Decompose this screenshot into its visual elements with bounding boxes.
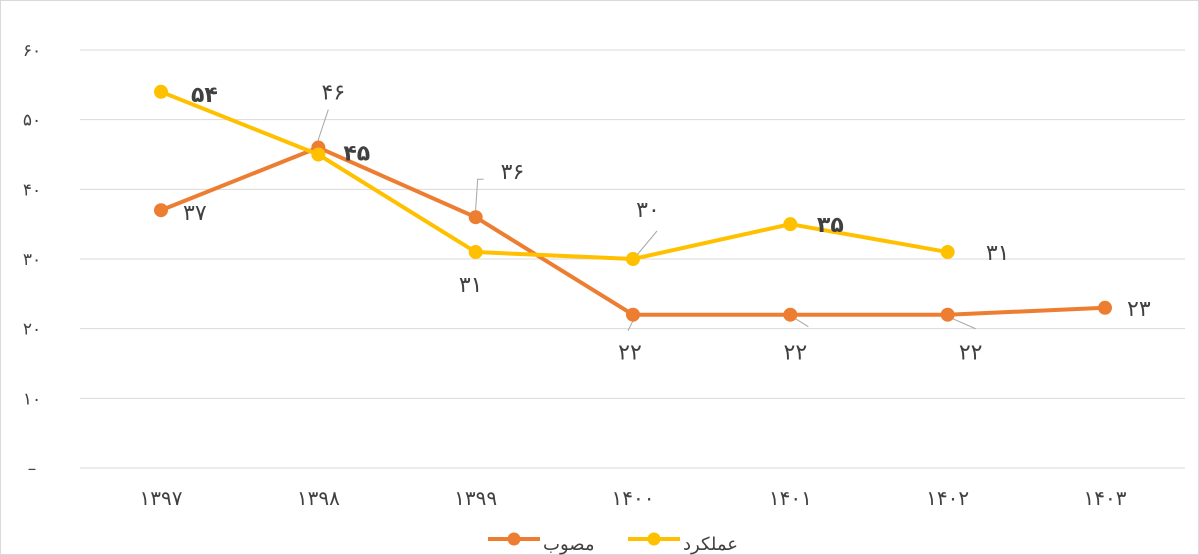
data-point [311,147,326,162]
data-point [783,307,798,322]
legend: عملکرد مصوب [488,532,738,555]
data-label: ۲۲ [959,341,983,366]
x-tick-label: ۱۴۰۱ [769,486,812,510]
y-tick-label: ۳۰ [23,250,41,270]
data-label: ۳۱ [986,241,1010,266]
data-point [940,307,955,322]
data-label: ۲۲ [618,341,642,366]
data-point [468,245,483,260]
legend-label: عملکرد [683,534,738,555]
legend-marker [507,532,521,546]
data-point [626,252,640,266]
y-tick-label: ۵۰ [23,111,41,131]
data-point [154,84,168,99]
legend-item: مصوب [488,532,595,555]
legend-marker [647,532,661,546]
data-label: ۳۱ [459,273,483,298]
data-point [468,210,483,225]
x-tick-label: ۱۴۰۲ [926,486,969,510]
data-label: ۴۵ [343,142,370,167]
data-label: ۳۷ [183,201,207,226]
data-label: ۲۲ [784,341,808,366]
x-tick-label: ۱۴۰۳ [1084,486,1127,510]
data-point [1098,300,1112,315]
y-tick-label: – [28,459,37,479]
x-tick-label: ۱۳۹۹ [454,486,497,510]
series-line [159,89,950,261]
data-label: ۲۳ [1127,297,1151,322]
data-label: ۳۰ [636,198,660,223]
x-tick-label: ۱۳۹۸ [297,486,340,510]
y-axis-ticks: – ۱۰ ۲۰ ۳۰ ۴۰ ۵۰ ۶۰ [23,41,41,479]
legend-label: مصوب [543,534,595,555]
x-tick-label: ۱۴۰۰ [612,486,655,510]
y-tick-label: ۲۰ [23,320,41,340]
data-point [940,245,955,260]
data-point [783,217,798,232]
x-tick-label: ۱۳۹۷ [140,486,183,510]
data-label: ۵۴ [191,83,218,108]
y-tick-label: ۱۰ [23,389,41,409]
data-label: ۳۶ [501,160,525,185]
data-labels: ۳۷ ۴۶ ۳۶ ۲۲ ۲۲ ۲۲ ۲۳ ۵۴ ۴۵ ۳۱ ۳۰ ۳۵ ۳۱ [183,81,1151,366]
x-axis-ticks: ۱۳۹۷ ۱۳۹۸ ۱۳۹۹ ۱۴۰۰ ۱۴۰۱ ۱۴۰۲ ۱۴۰۳ [140,486,1127,510]
series-lines [154,84,1112,322]
y-tick-label: ۴۰ [23,180,41,200]
gridlines [80,49,1185,469]
y-tick-label: ۶۰ [23,41,41,61]
data-point [626,307,640,322]
legend-item: عملکرد [628,532,738,555]
data-point [154,203,168,218]
data-label: ۳۵ [817,213,844,238]
data-label: ۴۶ [322,81,346,106]
